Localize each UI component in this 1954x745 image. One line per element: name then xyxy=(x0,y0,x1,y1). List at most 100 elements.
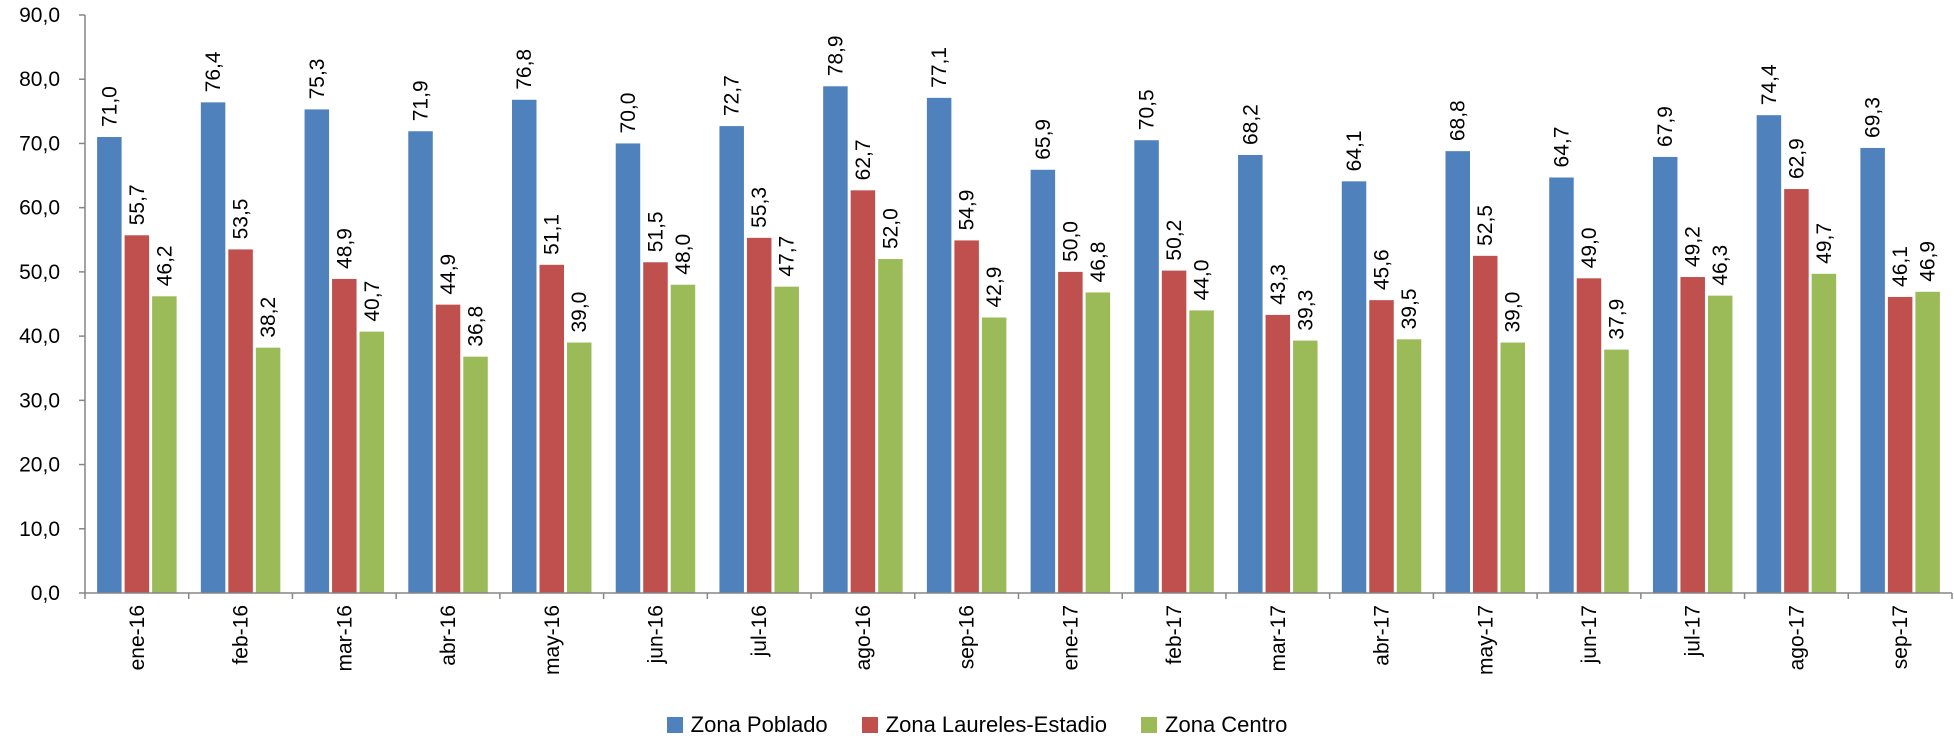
x-tick-label: jul-16 xyxy=(748,605,771,657)
data-label: 43,3 xyxy=(1267,264,1290,305)
bar xyxy=(1085,292,1111,593)
data-label: 48,9 xyxy=(333,228,356,269)
x-tick-label: mar-17 xyxy=(1267,605,1290,672)
data-label: 39,5 xyxy=(1398,288,1421,329)
bar xyxy=(1756,115,1782,593)
data-label: 51,1 xyxy=(541,214,564,255)
bars xyxy=(97,86,1940,594)
bar xyxy=(1915,291,1940,593)
bar xyxy=(954,240,979,594)
bar xyxy=(719,126,744,594)
x-tick-label: abr-16 xyxy=(437,605,460,666)
bar xyxy=(152,296,177,593)
data-label: 67,9 xyxy=(1654,106,1677,147)
data-label: 39,0 xyxy=(568,292,591,333)
bar xyxy=(97,137,122,593)
x-tick-label: ago-16 xyxy=(852,605,875,670)
y-tick-label: 10,0 xyxy=(19,518,60,541)
legend: Zona Poblado Zona Laureles-Estadio Zona Ce… xyxy=(0,712,1954,738)
data-label: 70,5 xyxy=(1136,89,1159,130)
legend-swatch xyxy=(666,717,683,733)
bar xyxy=(567,342,592,593)
legend-label: Zona Poblado xyxy=(690,712,828,737)
data-label: 49,2 xyxy=(1682,226,1705,267)
data-label: 36,8 xyxy=(465,306,488,347)
bar xyxy=(878,259,903,593)
x-tick-label: jul-17 xyxy=(1682,605,1705,657)
data-label: 76,4 xyxy=(202,51,225,92)
y-tick-label: 90,0 xyxy=(19,4,60,27)
data-label: 78,9 xyxy=(824,35,847,76)
x-tick-label: may-17 xyxy=(1474,605,1497,675)
legend-label: Zona Laureles-Estadio xyxy=(885,712,1108,737)
y-tick-label: 80,0 xyxy=(19,68,60,91)
bar xyxy=(1161,270,1187,593)
y-axis: 0,0 10,0 20,0 30,0 40,0 50,0 60,0 70,0 80,0 90,0 xyxy=(19,4,86,605)
x-tick-label: ago-17 xyxy=(1785,605,1808,670)
y-tick-label: 50,0 xyxy=(19,261,60,284)
data-label: 46,2 xyxy=(153,245,176,286)
data-label: 49,7 xyxy=(1813,223,1836,264)
bar xyxy=(823,86,848,593)
bar xyxy=(1887,296,1913,593)
x-tick-label: jun-16 xyxy=(644,605,667,664)
data-label: 39,3 xyxy=(1294,290,1317,331)
bar xyxy=(228,249,253,593)
x-tick-label: jun-17 xyxy=(1578,605,1601,664)
bar xyxy=(615,143,641,593)
bar xyxy=(304,109,330,593)
data-label: 68,2 xyxy=(1239,104,1262,145)
x-tick-label: feb-17 xyxy=(1163,605,1186,665)
data-label: 46,9 xyxy=(1917,241,1940,282)
legend-item: Zona Laureles-Estadio xyxy=(861,712,1108,738)
bar xyxy=(926,97,952,593)
bar xyxy=(774,286,799,593)
y-tick-label: 20,0 xyxy=(19,454,60,477)
bar xyxy=(1445,151,1470,593)
bar xyxy=(670,284,696,593)
data-label: 42,9 xyxy=(983,267,1006,308)
bar xyxy=(746,237,772,593)
bar xyxy=(359,331,385,593)
bar xyxy=(1396,339,1422,593)
data-label: 62,9 xyxy=(1785,138,1808,179)
legend-swatch xyxy=(861,717,878,733)
data-label: 68,8 xyxy=(1447,100,1470,141)
data-label: 50,2 xyxy=(1163,220,1186,261)
x-tick-label: may-16 xyxy=(541,605,564,675)
data-label: 74,4 xyxy=(1758,64,1781,105)
bar xyxy=(1811,273,1837,593)
data-label: 47,7 xyxy=(776,236,799,277)
bar xyxy=(1652,156,1678,594)
x-tick-label: feb-16 xyxy=(230,605,253,665)
bar xyxy=(124,235,150,593)
data-label: 53,5 xyxy=(230,199,253,240)
data-label: 46,3 xyxy=(1709,245,1732,286)
data-label: 37,9 xyxy=(1605,299,1628,340)
bar xyxy=(1058,271,1083,593)
y-tick-label: 70,0 xyxy=(19,132,60,155)
bar xyxy=(981,317,1007,593)
bar xyxy=(850,190,876,593)
bar xyxy=(1576,278,1602,593)
data-label: 46,8 xyxy=(1087,242,1110,283)
legend-label: Zona Centro xyxy=(1165,712,1288,737)
data-label: 45,6 xyxy=(1371,249,1394,290)
bar xyxy=(1473,255,1498,594)
data-label: 39,0 xyxy=(1502,292,1525,333)
data-label: 52,0 xyxy=(879,208,902,249)
bar xyxy=(1500,342,1525,593)
x-tick-label: abr-17 xyxy=(1371,605,1394,666)
data-label: 77,1 xyxy=(928,47,951,88)
bar xyxy=(1134,140,1159,593)
data-label: 55,7 xyxy=(126,184,149,225)
data-label: 49,0 xyxy=(1578,227,1601,268)
y-tick-label: 0,0 xyxy=(31,582,60,605)
bar xyxy=(255,347,281,593)
legend-item: Zona Centro xyxy=(1141,712,1287,738)
data-label: 50,0 xyxy=(1059,221,1082,262)
bar xyxy=(1860,147,1885,593)
x-axis: ene-16 feb-16 mar-16 abr-16 may-16 jun-16 jul-… xyxy=(84,592,1953,675)
bar xyxy=(1030,169,1056,593)
data-label: 54,9 xyxy=(956,190,979,231)
